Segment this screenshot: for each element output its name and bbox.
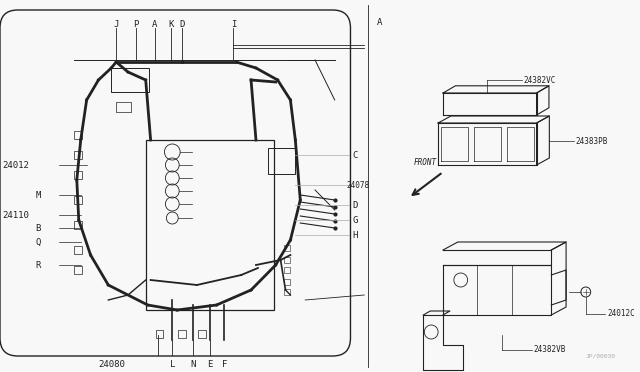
Bar	[74, 266, 82, 274]
Text: 24110: 24110	[2, 211, 29, 219]
Bar	[178, 330, 186, 338]
Text: 24080: 24080	[99, 360, 125, 369]
Bar	[116, 102, 131, 112]
Text: E: E	[207, 360, 212, 369]
Text: Q: Q	[35, 237, 41, 247]
Text: 24078: 24078	[346, 180, 370, 189]
Bar	[74, 196, 82, 204]
Text: 24382VB: 24382VB	[534, 346, 566, 355]
Text: FRONT: FRONT	[413, 158, 436, 167]
Text: P: P	[133, 20, 138, 29]
Bar	[74, 131, 82, 139]
Bar	[284, 289, 291, 295]
Bar	[111, 68, 148, 92]
Text: A: A	[377, 18, 383, 27]
Bar	[198, 330, 205, 338]
Text: A: A	[152, 20, 157, 29]
Text: L: L	[170, 360, 175, 369]
Bar	[284, 279, 291, 285]
Bar	[284, 257, 291, 263]
Text: 24383PB: 24383PB	[576, 137, 608, 145]
Bar	[284, 245, 291, 251]
Text: H: H	[353, 231, 358, 240]
Bar	[74, 171, 82, 179]
Text: M: M	[35, 190, 41, 199]
Bar	[156, 330, 163, 338]
Text: K: K	[168, 20, 174, 29]
Bar	[284, 267, 291, 273]
Text: C: C	[353, 151, 358, 160]
Text: N: N	[190, 360, 196, 369]
Text: 24012C: 24012C	[607, 310, 635, 318]
Bar	[146, 140, 274, 310]
Bar	[268, 148, 295, 174]
Text: JP/00030: JP/00030	[586, 353, 615, 358]
Text: J: J	[113, 20, 119, 29]
Text: D: D	[353, 201, 358, 209]
Text: B: B	[35, 224, 41, 232]
Text: 24012: 24012	[2, 160, 29, 170]
Text: 24382VC: 24382VC	[524, 76, 556, 84]
Text: F: F	[222, 360, 227, 369]
Text: R: R	[35, 260, 41, 269]
Text: D: D	[179, 20, 185, 29]
Text: G: G	[353, 215, 358, 224]
Bar	[74, 246, 82, 254]
Bar	[74, 221, 82, 229]
Bar	[74, 151, 82, 159]
Text: I: I	[230, 20, 236, 29]
